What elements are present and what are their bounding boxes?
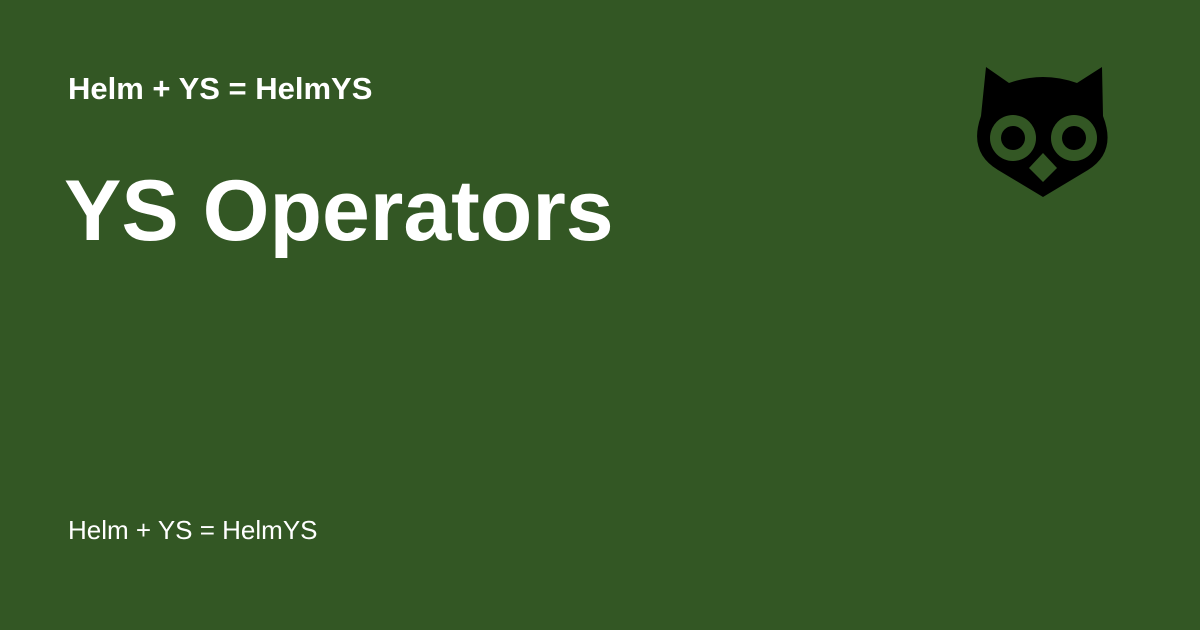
owl-icon xyxy=(977,67,1108,197)
page-title: YS Operators xyxy=(64,163,614,259)
owl-left-eye-pupil xyxy=(1001,126,1025,150)
owl-right-eye-pupil xyxy=(1062,126,1086,150)
footer-site-name: Helm + YS = HelmYS xyxy=(68,515,318,545)
owl-body xyxy=(977,67,1108,197)
site-name: Helm + YS = HelmYS xyxy=(68,71,373,106)
owl-beak xyxy=(1029,153,1057,182)
